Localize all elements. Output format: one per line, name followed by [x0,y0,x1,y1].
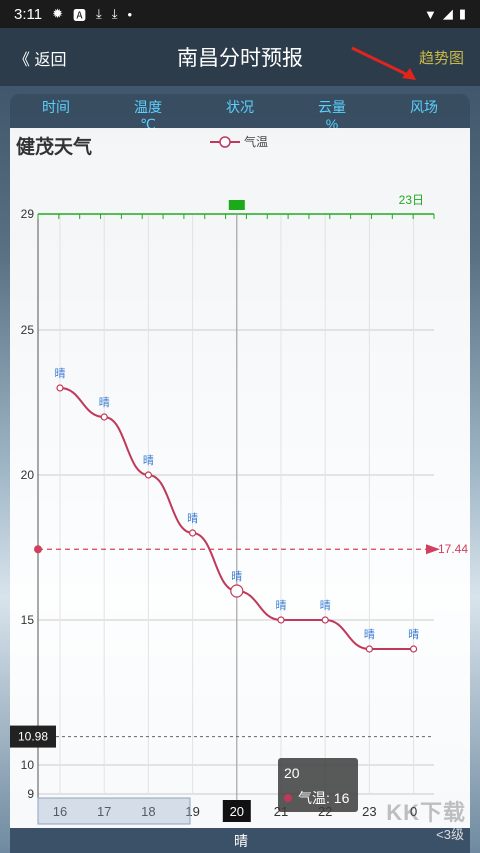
tooltip-dot [284,794,292,802]
legend-label: 气温 [244,135,269,149]
signal-icon: ◢ [442,6,453,21]
chart-panel[interactable]: 健茂天气 气温 9 10 15 20 25 29 23日 17.44 10.98 晴晴晴晴晴晴晴晴… [10,128,470,828]
x-tick-label: 16 [53,804,67,819]
weather-label: 晴 [364,628,375,641]
x-tick-label: 20 [230,804,244,819]
data-point [230,584,244,598]
trend-chart-button[interactable]: 趋势图 [418,50,464,67]
x-tick-label: 19 [185,804,199,819]
average-arrow [426,544,440,555]
legend-marker-icon [210,135,240,148]
x-tick-label: 17 [97,804,111,819]
bottom-strip: 晴 <3级 [10,827,470,853]
wifi-icon: ▼ [423,6,437,22]
crosshair-top-marker [228,200,245,210]
data-point [321,616,329,624]
tooltip-series: 气温: 16 [298,790,350,806]
col-time: 时间 [42,99,70,115]
status-time: 3:11 [14,5,43,23]
y-tick-label: 10 [21,758,35,772]
tooltip-x: 20 [284,765,300,781]
range-slider [37,797,191,825]
bottom-wind: <3级 [436,827,464,842]
legend: 气温 [210,133,268,150]
app-notification-icon: 🅰 [73,7,87,23]
y-tick-label: 29 [21,207,35,221]
tooltip-box [278,758,358,812]
average-label: 17.44 [438,542,468,556]
download-icon: ⤓ [96,6,102,21]
weather-label: 晴 [231,570,242,583]
battery-icon: ▮ [458,6,466,21]
weather-label: 晴 [276,599,287,612]
settings-gear-icon: ✹ [52,6,63,21]
back-button[interactable]: 《 返回 [14,52,67,69]
dot-icon: • [127,6,133,22]
y-tick-label: 20 [21,468,35,482]
date-label: 23日 [399,193,424,207]
status-bar: 3:11 ✹ 🅰 ⤓ ⤓ • ▼ ◢ ▮ [0,0,480,28]
y-tick-label: 9 [27,787,34,801]
annotation-arrow-icon [351,46,416,80]
series-line-temperature [59,387,414,650]
x-tick-label: 23 [362,804,376,819]
data-point [144,471,152,479]
average-dot [34,545,42,554]
header: 《 返回 南昌分时预报 趋势图 [0,28,480,86]
x-tick-label: 0 [410,804,417,819]
weather-label: 晴 [187,512,198,525]
weather-label: 晴 [143,454,154,467]
weather-label: 晴 [320,599,331,612]
column-header: 时间 温度 ℃ 状况 云量 % 风场 [10,94,470,132]
y-tick-label: 15 [21,613,35,627]
download-icon-2: ⤓ [111,6,118,21]
data-point [277,616,285,624]
chart-title: 健茂天气 [16,137,93,158]
weather-label: 晴 [55,367,66,380]
watermark: KK下载 [386,800,466,825]
data-point [410,645,418,653]
data-point [365,645,373,653]
x-tick-label: 18 [141,804,155,819]
data-point [100,413,108,421]
y-tick-label: 25 [21,323,35,337]
bottom-condition: 晴 [234,833,248,849]
col-wind: 风场 [410,99,438,115]
col-temp: 温度 ℃ [134,99,162,132]
col-cloud: 云量 % [318,99,346,132]
weather-label: 晴 [99,396,110,409]
min-label-box [10,725,56,748]
data-point [56,384,64,392]
weather-label: 晴 [408,628,419,641]
col-condition: 状况 [226,99,254,115]
data-point [189,529,197,537]
temperature-chart[interactable]: 9101520252923日17.4410.98晴晴晴晴晴晴晴晴晴1617181… [10,128,470,828]
min-label: 10.98 [18,730,48,744]
x-tick-selected-box [222,800,251,822]
